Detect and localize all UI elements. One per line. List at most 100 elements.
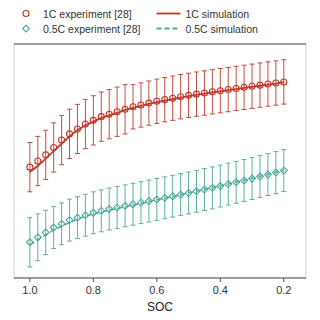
error-bar bbox=[234, 66, 239, 110]
error-bar bbox=[91, 96, 96, 145]
data-point bbox=[35, 158, 41, 164]
error-bar bbox=[75, 197, 80, 239]
data-point bbox=[34, 234, 41, 241]
x-axis-label: SOC bbox=[147, 300, 173, 314]
error-bar bbox=[43, 210, 48, 254]
x-tick-label: 0.4 bbox=[213, 284, 228, 296]
error-bar bbox=[83, 99, 88, 148]
line-series bbox=[30, 170, 284, 245]
data-point bbox=[82, 121, 88, 127]
data-point bbox=[43, 152, 49, 158]
data-point bbox=[193, 188, 200, 195]
legend-marker bbox=[23, 25, 30, 32]
x-tick-mark bbox=[93, 278, 94, 282]
error-bar bbox=[242, 65, 247, 109]
data-point bbox=[74, 214, 81, 221]
error-bar bbox=[273, 61, 278, 105]
data-point bbox=[241, 84, 247, 90]
data-point bbox=[265, 81, 271, 87]
legend-item: 0.5C experiment [28] bbox=[23, 23, 141, 35]
legend-item: 1C experiment [28] bbox=[23, 8, 132, 20]
data-point bbox=[154, 98, 160, 104]
error-bar bbox=[154, 178, 159, 220]
error-bar bbox=[170, 175, 175, 217]
error-bar bbox=[115, 186, 120, 228]
x-tick-mark bbox=[29, 278, 30, 282]
legend: 1C experiment [28]1C simulation0.5C expe… bbox=[23, 8, 258, 35]
legend-label: 0.5C simulation bbox=[185, 23, 258, 35]
error-bar bbox=[138, 83, 143, 127]
x-tick-mark bbox=[220, 278, 221, 282]
data-point bbox=[265, 171, 272, 178]
error-bar bbox=[265, 154, 270, 196]
legend-line bbox=[156, 13, 180, 15]
error-bar bbox=[234, 161, 239, 203]
data-point bbox=[170, 95, 176, 101]
data-point bbox=[66, 217, 73, 224]
error-bar bbox=[194, 170, 199, 212]
x-tick-mark bbox=[283, 278, 284, 282]
data-point bbox=[186, 92, 192, 98]
data-point bbox=[280, 167, 287, 174]
data-point bbox=[138, 199, 145, 206]
data-point bbox=[194, 91, 200, 97]
data-point bbox=[249, 175, 256, 182]
error-bar bbox=[194, 72, 199, 116]
x-ticks: 1.00.80.60.40.2 bbox=[22, 278, 291, 296]
data-point bbox=[27, 164, 33, 170]
data-point bbox=[233, 179, 240, 186]
error-bar bbox=[281, 150, 286, 192]
top-axis-line bbox=[14, 44, 306, 45]
error-bar bbox=[99, 92, 104, 141]
data-point bbox=[90, 209, 97, 216]
error-bar bbox=[265, 62, 270, 106]
error-bar bbox=[226, 163, 231, 205]
data-point bbox=[59, 137, 65, 143]
error-bar bbox=[67, 109, 72, 158]
data-point bbox=[241, 177, 248, 184]
error-bar bbox=[83, 194, 88, 236]
data-point bbox=[233, 85, 239, 91]
error-bar bbox=[51, 207, 56, 249]
error-bar bbox=[170, 76, 175, 120]
data-point bbox=[130, 201, 137, 208]
data-point bbox=[58, 220, 65, 227]
error-bar bbox=[178, 174, 183, 216]
plot-frame bbox=[14, 44, 306, 278]
error-bar bbox=[75, 104, 80, 153]
scatter-series bbox=[27, 60, 287, 192]
error-bar bbox=[250, 158, 255, 200]
data-point bbox=[42, 229, 49, 236]
error-bar bbox=[162, 77, 167, 121]
error-bar bbox=[123, 185, 128, 227]
error-bar bbox=[131, 85, 136, 129]
scatter-series bbox=[26, 150, 287, 267]
data-point bbox=[67, 131, 73, 137]
data-point bbox=[257, 82, 263, 88]
error-bar bbox=[250, 64, 255, 108]
data-point bbox=[177, 191, 184, 198]
legend-label: 0.5C experiment [28] bbox=[43, 23, 141, 35]
data-point bbox=[98, 207, 105, 214]
error-bar bbox=[218, 69, 223, 113]
data-point bbox=[162, 97, 168, 103]
data-point bbox=[153, 196, 160, 203]
data-point bbox=[51, 144, 57, 150]
data-point bbox=[249, 83, 255, 89]
data-point bbox=[26, 239, 33, 246]
data-point bbox=[122, 106, 128, 112]
data-layer bbox=[26, 60, 287, 267]
error-bar bbox=[257, 156, 262, 198]
error-bar bbox=[131, 183, 136, 225]
data-point bbox=[74, 126, 80, 132]
error-bar bbox=[138, 182, 143, 224]
error-bar bbox=[67, 199, 72, 241]
error-bar bbox=[35, 214, 40, 261]
error-bar bbox=[59, 115, 64, 164]
error-bar bbox=[107, 188, 112, 230]
data-point bbox=[130, 104, 136, 110]
data-point bbox=[161, 194, 168, 201]
error-bar bbox=[210, 70, 215, 114]
legend-item: 0.5C simulation bbox=[156, 23, 258, 35]
legend-label: 1C experiment [28] bbox=[43, 8, 132, 20]
